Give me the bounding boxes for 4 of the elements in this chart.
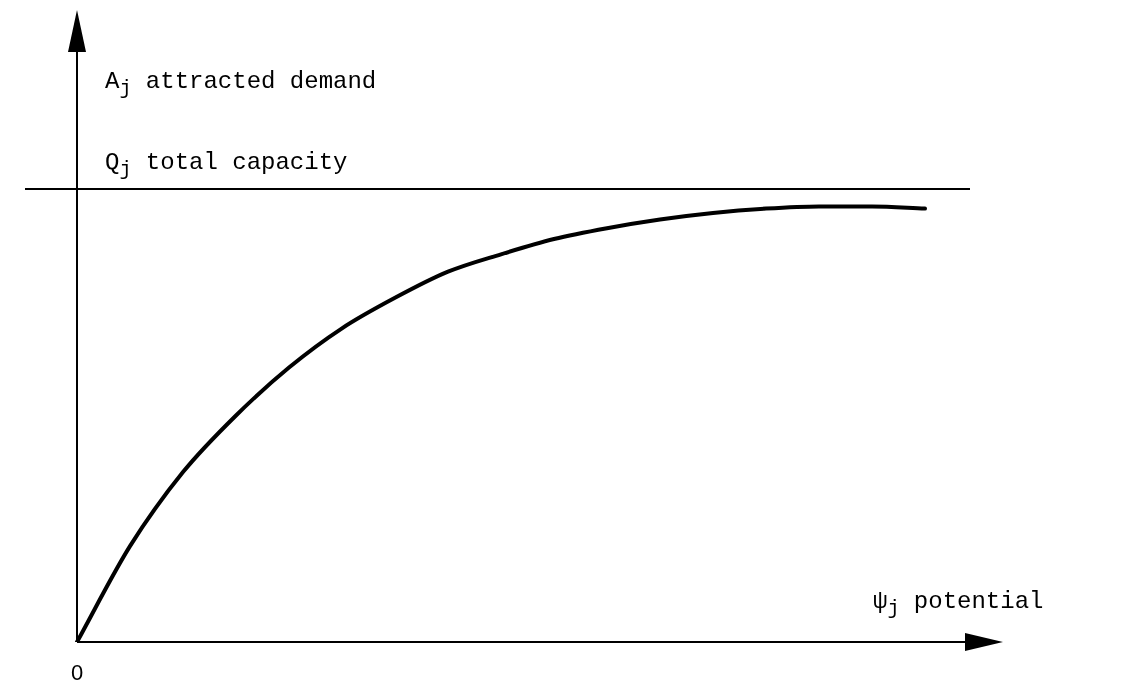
text: 0 xyxy=(71,660,84,684)
x-axis-title: ψ$_{j}$ potential xyxy=(873,588,1044,620)
ref-line-label: Q$_{j}$ total capacity xyxy=(105,148,348,181)
y-axis-title: A$_{j}$ attracted demand xyxy=(105,68,377,100)
